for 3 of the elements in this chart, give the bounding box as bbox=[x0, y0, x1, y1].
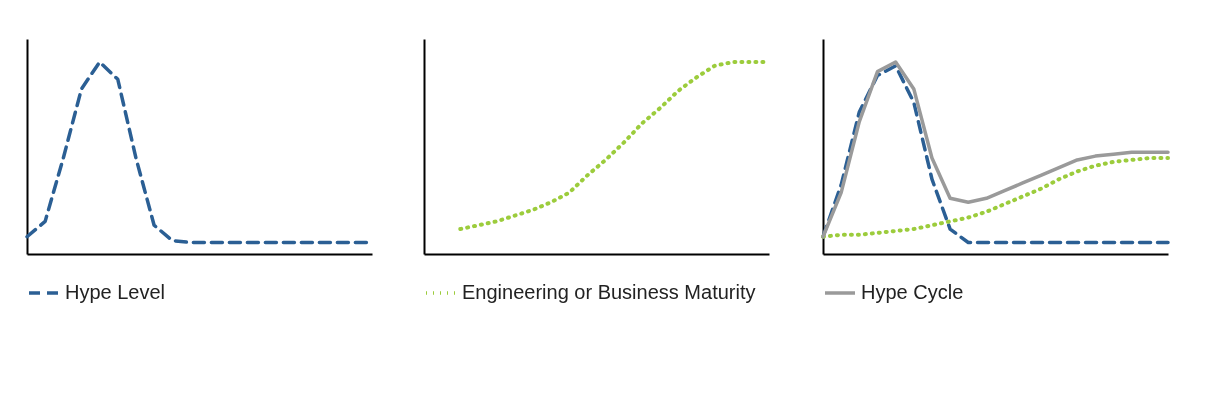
legend-label: Engineering or Business Maturity bbox=[462, 281, 756, 303]
legend-label: Hype Level bbox=[65, 281, 166, 303]
legend-label: Hype Cycle bbox=[861, 281, 964, 303]
